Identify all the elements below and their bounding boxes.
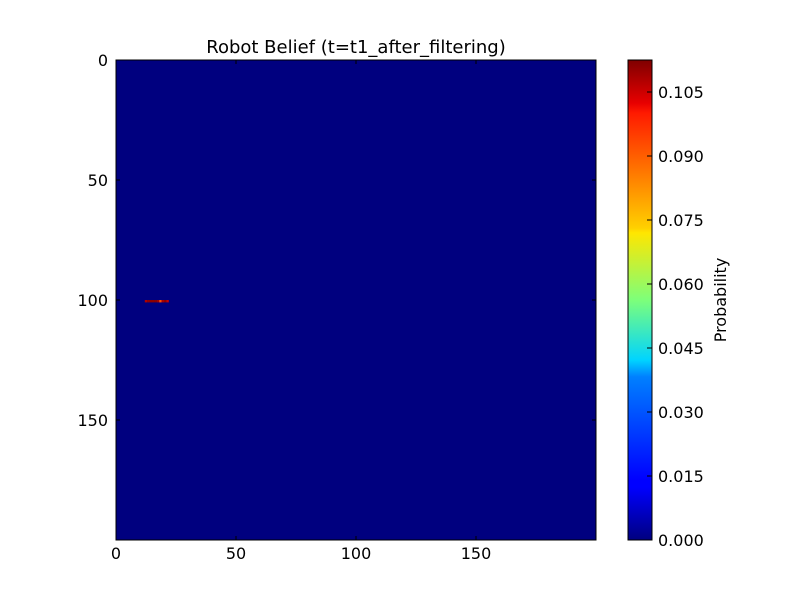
x-axis: 0 50 100 150 xyxy=(111,60,491,563)
heatmap-cell xyxy=(164,300,167,303)
x-tick-label: 0 xyxy=(111,544,121,563)
colorbar-tick-label: 0.045 xyxy=(658,339,704,358)
colorbar-tick-label: 0.015 xyxy=(658,467,704,486)
heatmap-cell xyxy=(149,300,152,303)
chart-title: Robot Belief (t=t1_after_filtering) xyxy=(206,37,505,58)
colorbar-tick-label: 0.000 xyxy=(658,531,704,550)
heatmap-cell xyxy=(159,300,162,303)
colorbar-tick-label: 0.030 xyxy=(658,403,704,422)
heatmap-background xyxy=(116,60,596,540)
colorbar-label: Probability xyxy=(711,258,730,343)
colorbar-tick-label: 0.090 xyxy=(658,147,704,166)
y-tick-label: 0 xyxy=(98,51,108,70)
colorbar-tick-label: 0.105 xyxy=(658,83,704,102)
heatmap-cell xyxy=(152,300,155,303)
colorbar-tick-label: 0.075 xyxy=(658,211,704,230)
colorbar-tick-label: 0.060 xyxy=(658,275,704,294)
heatmap-cell xyxy=(144,300,148,303)
heatmap-cell xyxy=(147,300,150,303)
x-tick-label: 100 xyxy=(341,544,372,563)
x-tick-label: 50 xyxy=(226,544,246,563)
y-tick-label: 100 xyxy=(77,291,108,310)
y-axis: 0 50 100 150 xyxy=(77,51,596,430)
heatmap-cell xyxy=(161,300,164,303)
colorbar-ticks: 0.000 0.015 0.030 0.045 0.060 0.075 0.090 0.105 xyxy=(647,83,704,550)
x-tick-label: 150 xyxy=(461,544,492,563)
heatmap-cells xyxy=(144,300,169,303)
heatmap-cell xyxy=(154,300,157,303)
colorbar xyxy=(627,59,653,541)
heatmap-cell xyxy=(156,300,160,303)
y-tick-label: 150 xyxy=(77,411,108,430)
heatmap-cell xyxy=(166,300,169,303)
y-tick-label: 50 xyxy=(88,171,108,190)
